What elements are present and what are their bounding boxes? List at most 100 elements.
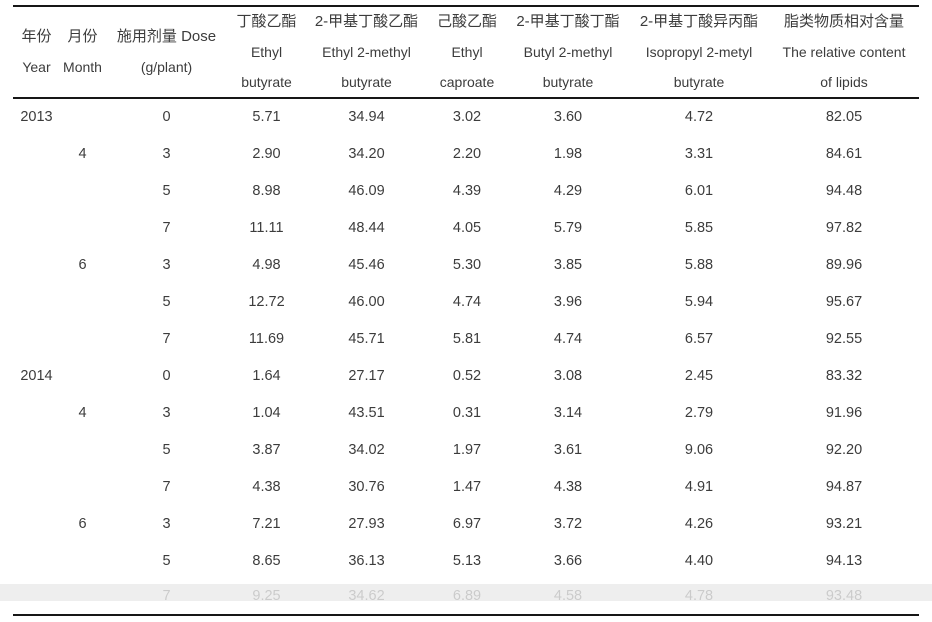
- column-header-line: Butyl 2-methyl: [523, 44, 613, 60]
- cell-ethyl-caproate: 1.47: [452, 479, 482, 496]
- cell-ethyl-caproate: 2.20: [452, 146, 482, 163]
- table-header: 年份 Year 月份 Month 施用剂量 Dose (g/plant) 丁酸乙酯 Ethyl…: [13, 7, 919, 97]
- table-row: 7 11.11 48.44 4.05 5.79 5.85 97.82: [13, 210, 919, 247]
- cell-butyl-2-methyl-butyrate: 4.74: [553, 331, 583, 348]
- cell-butyl-2-methyl-butyrate: 4.58: [553, 588, 583, 605]
- cell-ethyl-2-methyl-butyrate: 34.62: [348, 588, 385, 605]
- cell-ethyl-caproate: 4.74: [452, 294, 482, 311]
- column-header-line: 月份: [67, 28, 98, 45]
- cell-relative-content-of-lipids: 94.87: [825, 479, 863, 496]
- column-header-line: caproate: [439, 74, 495, 90]
- cell-ethyl-2-methyl-butyrate: 46.00: [348, 294, 385, 311]
- cell-butyl-2-methyl-butyrate: 4.38: [553, 479, 583, 496]
- column-header-relative-content-of-lipids: 脂类物质相对含量 The relative content of lipids: [768, 7, 920, 97]
- table-row: 2013 0 5.71 34.94 3.02 3.60 4.72 82.05: [13, 99, 919, 136]
- table-row: 2014 0 1.64 27.17 0.52 3.08 2.45 83.32: [13, 358, 919, 395]
- cell-relative-content-of-lipids: 95.67: [825, 294, 863, 311]
- cell-isopropyl-2-metyl-butyrate: 2.79: [684, 405, 714, 422]
- cell-dose: 5: [162, 553, 171, 570]
- cell-ethyl-butyrate: 7.21: [252, 516, 281, 533]
- cell-butyl-2-methyl-butyrate: 3.96: [553, 294, 583, 311]
- cell-relative-content-of-lipids: 93.48: [825, 588, 863, 605]
- table-body: 2013 0 5.71 34.94 3.02 3.60 4.72 82.05 4 3 2.90 34.…: [13, 99, 919, 613]
- cell-isopropyl-2-metyl-butyrate: 6.57: [684, 331, 714, 348]
- cell-ethyl-butyrate: 11.69: [248, 331, 285, 348]
- cell-dose: 5: [162, 294, 171, 311]
- cell-ethyl-2-methyl-butyrate: 46.09: [348, 183, 385, 200]
- cell-ethyl-caproate: 5.13: [452, 553, 482, 570]
- table-row: 6 3 7.21 27.93 6.97 3.72 4.26 93.21: [13, 506, 919, 543]
- cell-butyl-2-methyl-butyrate: 5.79: [553, 220, 583, 237]
- table-row: 7 9.25 34.62 6.89 4.58 4.78 93.48: [13, 580, 919, 613]
- cell-ethyl-butyrate: 1.64: [252, 368, 281, 385]
- table-row: 7 11.69 45.71 5.81 4.74 6.57 92.55: [13, 321, 919, 358]
- cell-relative-content-of-lipids: 97.82: [825, 220, 863, 237]
- cell-dose: 3: [162, 257, 171, 274]
- column-header-isopropyl-2-metyl-butyrate: 2-甲基丁酸异丙酯 Isopropyl 2-metyl butyrate: [630, 7, 768, 97]
- cell-relative-content-of-lipids: 93.21: [825, 516, 863, 533]
- column-header-line: Isopropyl 2-metyl: [645, 44, 753, 60]
- cell-isopropyl-2-metyl-butyrate: 5.88: [684, 257, 714, 274]
- cell-relative-content-of-lipids: 94.13: [825, 553, 863, 570]
- column-header-line: (g/plant): [140, 59, 193, 75]
- cell-dose: 7: [162, 479, 171, 496]
- cell-butyl-2-methyl-butyrate: 3.61: [553, 442, 583, 459]
- cell-ethyl-caproate: 6.97: [452, 516, 482, 533]
- cell-dose: 7: [162, 588, 171, 605]
- cell-isopropyl-2-metyl-butyrate: 2.45: [684, 368, 714, 385]
- cell-butyl-2-methyl-butyrate: 3.08: [553, 368, 583, 385]
- cell-isopropyl-2-metyl-butyrate: 9.06: [684, 442, 714, 459]
- cell-ethyl-caproate: 0.52: [452, 368, 482, 385]
- table-row: 7 4.38 30.76 1.47 4.38 4.91 94.87: [13, 469, 919, 506]
- cell-isopropyl-2-metyl-butyrate: 4.40: [684, 553, 714, 570]
- cell-dose: 0: [162, 109, 171, 126]
- column-header-year: 年份 Year: [13, 7, 60, 97]
- cell-month: 6: [78, 257, 87, 274]
- cell-dose: 5: [162, 183, 171, 200]
- cell-isopropyl-2-metyl-butyrate: 5.85: [684, 220, 714, 237]
- cell-dose: 5: [162, 442, 171, 459]
- cell-isopropyl-2-metyl-butyrate: 4.26: [684, 516, 714, 533]
- cell-ethyl-2-methyl-butyrate: 27.17: [348, 368, 385, 385]
- column-header-line: butyrate: [673, 74, 725, 90]
- cell-isopropyl-2-metyl-butyrate: 4.78: [684, 588, 714, 605]
- cell-butyl-2-methyl-butyrate: 3.66: [553, 553, 583, 570]
- cell-ethyl-butyrate: 5.71: [252, 109, 281, 126]
- cell-relative-content-of-lipids: 92.20: [825, 442, 863, 459]
- cell-isopropyl-2-metyl-butyrate: 5.94: [684, 294, 714, 311]
- cell-isopropyl-2-metyl-butyrate: 4.72: [684, 109, 714, 126]
- column-header-ethyl-2-methyl-butyrate: 2-甲基丁酸乙酯 Ethyl 2-methyl butyrate: [305, 7, 428, 97]
- column-header-line: 2-甲基丁酸异丙酯: [639, 13, 759, 30]
- column-header-line: The relative content: [782, 44, 906, 60]
- cell-butyl-2-methyl-butyrate: 4.29: [553, 183, 583, 200]
- cell-dose: 3: [162, 146, 171, 163]
- cell-butyl-2-methyl-butyrate: 3.72: [553, 516, 583, 533]
- cell-ethyl-2-methyl-butyrate: 34.02: [348, 442, 385, 459]
- cell-ethyl-caproate: 0.31: [452, 405, 482, 422]
- cell-ethyl-2-methyl-butyrate: 45.71: [348, 331, 385, 348]
- column-header-line: Ethyl 2-methyl: [322, 44, 411, 60]
- cell-ethyl-caproate: 6.89: [452, 588, 482, 605]
- cell-butyl-2-methyl-butyrate: 1.98: [553, 146, 583, 163]
- table-row: 6 3 4.98 45.46 5.30 3.85 5.88 89.96: [13, 247, 919, 284]
- column-header-ethyl-butyrate: 丁酸乙酯 Ethyl butyrate: [228, 7, 305, 97]
- table-row: 5 8.98 46.09 4.39 4.29 6.01 94.48: [13, 173, 919, 210]
- cell-ethyl-2-methyl-butyrate: 36.13: [348, 553, 385, 570]
- cell-isopropyl-2-metyl-butyrate: 3.31: [684, 146, 714, 163]
- table-bottom-rule: [13, 614, 919, 616]
- cell-ethyl-2-methyl-butyrate: 30.76: [348, 479, 385, 496]
- cell-month: 6: [78, 516, 87, 533]
- cell-ethyl-butyrate: 3.87: [252, 442, 281, 459]
- cell-ethyl-butyrate: 2.90: [252, 146, 281, 163]
- cell-ethyl-2-methyl-butyrate: 43.51: [348, 405, 385, 422]
- cell-relative-content-of-lipids: 83.32: [825, 368, 863, 385]
- cell-dose: 7: [162, 220, 171, 237]
- column-header-line: Ethyl: [451, 44, 483, 60]
- cell-ethyl-butyrate: 9.25: [252, 588, 281, 605]
- cell-ethyl-2-methyl-butyrate: 34.94: [348, 109, 385, 126]
- table-row: 5 8.65 36.13 5.13 3.66 4.40 94.13: [13, 543, 919, 580]
- cell-ethyl-butyrate: 8.98: [252, 183, 281, 200]
- cell-relative-content-of-lipids: 84.61: [825, 146, 863, 163]
- cell-year: 2013: [20, 109, 53, 126]
